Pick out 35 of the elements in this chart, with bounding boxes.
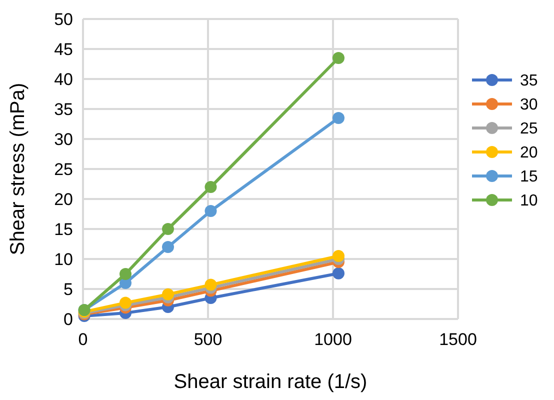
y-tick-label: 40 [54, 70, 73, 89]
y-tick-label: 15 [54, 220, 73, 239]
legend-label: 20 [520, 144, 538, 162]
y-tick-label: 5 [64, 280, 73, 299]
point [120, 296, 132, 309]
point [162, 241, 174, 253]
point [332, 250, 344, 262]
legend-label: 15 [520, 168, 538, 186]
y-tick-label: 45 [54, 40, 73, 59]
legend-label: 35 [520, 72, 538, 90]
legend-label: 10 [520, 192, 538, 210]
x-tick-label: 1500 [439, 330, 477, 349]
y-tick-label: 0 [64, 310, 73, 329]
x-tick-label: 500 [194, 330, 222, 349]
legend-label: 30 [520, 96, 538, 114]
y-tick-label: 35 [54, 100, 73, 119]
point [332, 112, 344, 124]
point [162, 223, 174, 235]
point [204, 278, 217, 291]
legend-label: 25 [520, 120, 538, 138]
y-tick-label: 25 [54, 160, 73, 179]
point [332, 52, 344, 64]
point [162, 288, 174, 300]
y-tick-label: 10 [54, 250, 73, 269]
point [204, 181, 217, 193]
y-tick-label: 30 [54, 130, 73, 149]
point [204, 205, 217, 217]
y-tick-label: 20 [54, 190, 73, 209]
point [332, 267, 344, 280]
x-tick-label: 0 [78, 330, 88, 349]
point [120, 268, 132, 280]
x-axis-title: Shear strain rate (1/s) [174, 371, 368, 393]
y-axis-title: Shear stress (mPa) [7, 82, 29, 256]
x-tick-label: 1000 [314, 330, 352, 349]
y-tick-label: 50 [54, 10, 73, 29]
